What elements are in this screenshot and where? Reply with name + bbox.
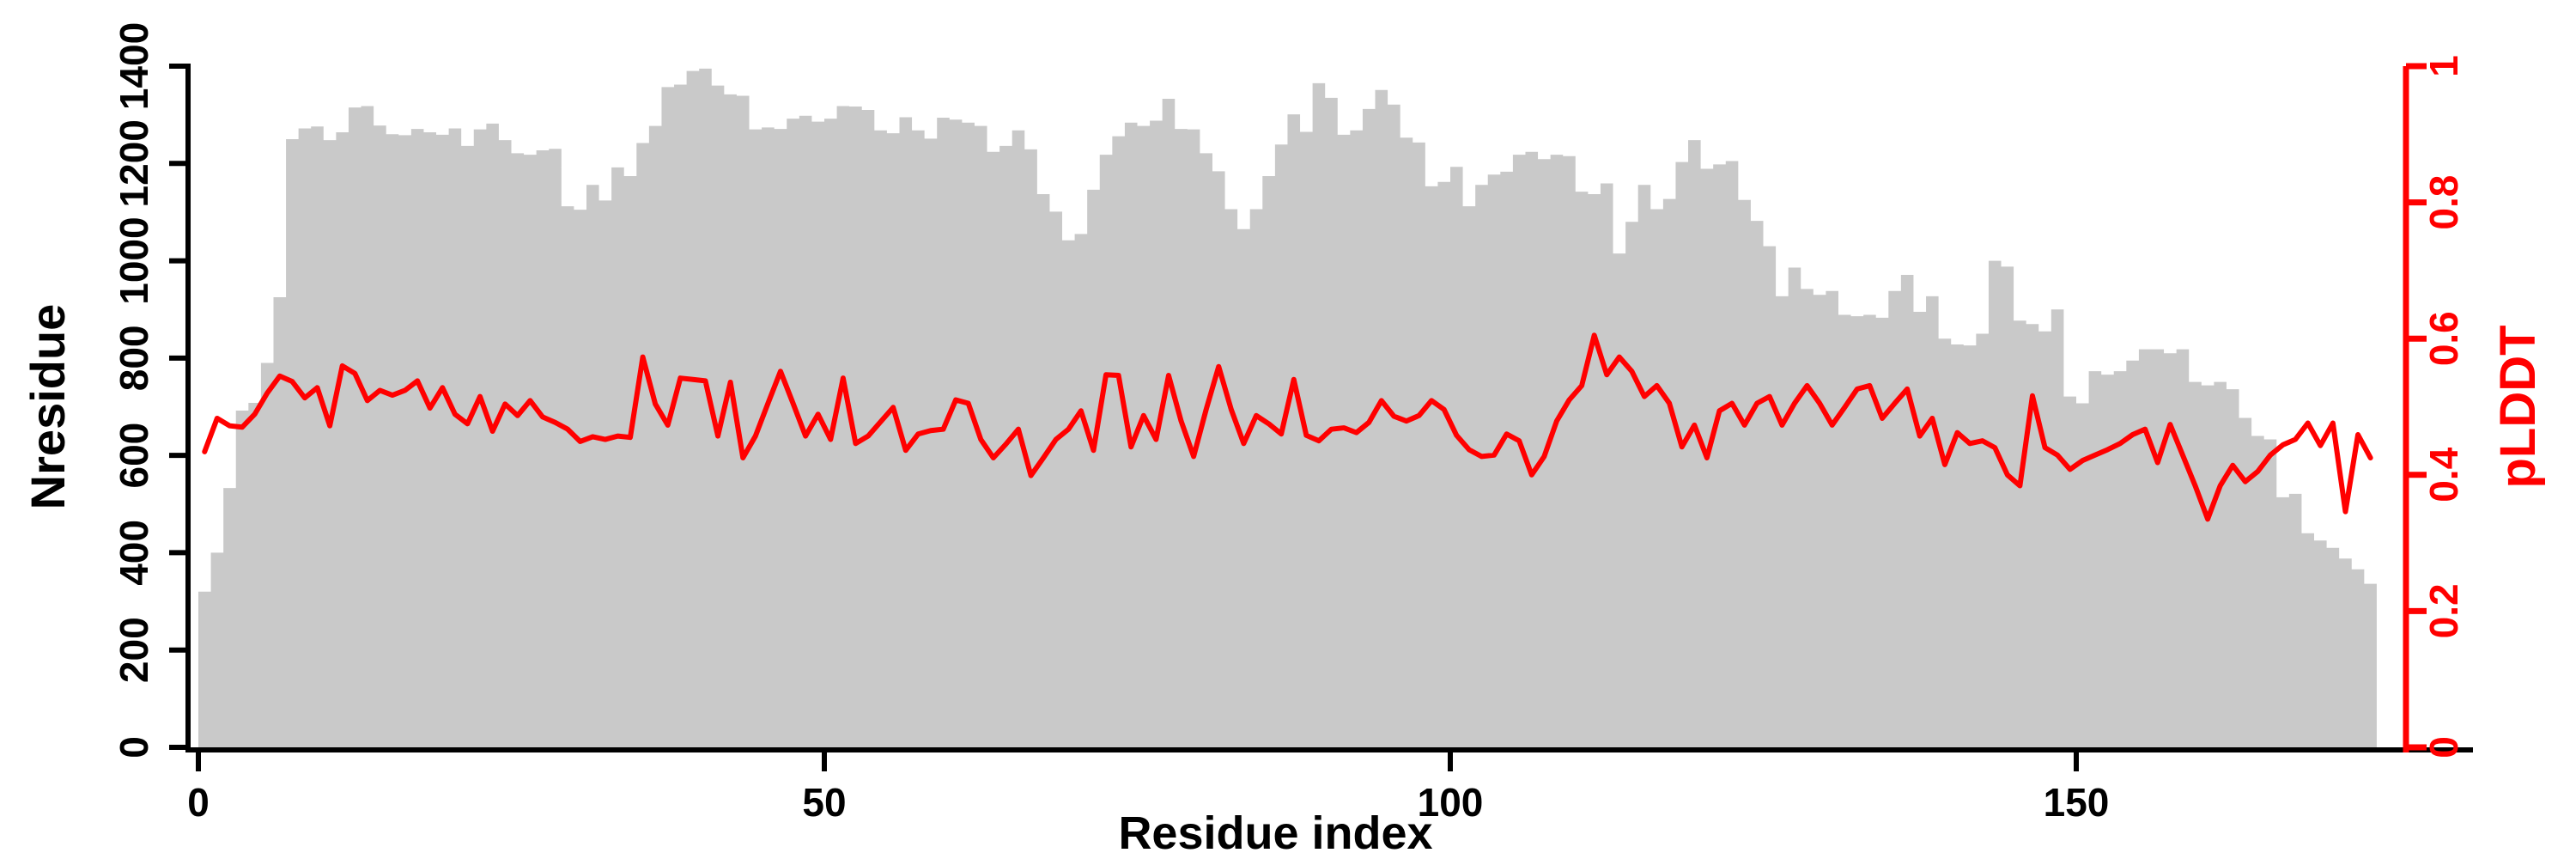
axis-labels: 0 50 100 150 Residue index 0 200 400 600 800 1000 1…	[21, 22, 2546, 859]
y-right-tick-label: 0.6	[2421, 311, 2466, 366]
x-tick-label: 100	[1418, 780, 1484, 825]
plddt-line-series	[202, 332, 2373, 522]
y-left-tick-label: 600	[112, 423, 156, 489]
y-left-tick-label: 1400	[112, 22, 156, 110]
plddt-line	[202, 332, 2373, 522]
x-axis-title: Residue index	[1118, 807, 1432, 859]
y-left-tick-label: 1200	[112, 119, 156, 207]
y-left-tick-label: 0	[112, 736, 156, 758]
y-right-tick-label: 0.2	[2421, 583, 2466, 638]
y-left-tick-label: 200	[112, 617, 156, 683]
y-left-axis-title: Nresidue	[21, 304, 75, 510]
axes	[169, 63, 2473, 771]
y-right-axis-title: pLDDT	[2490, 325, 2546, 488]
y-right-tick-label: 0	[2421, 736, 2466, 758]
y-left-tick-label: 800	[112, 325, 156, 391]
y-left-tick-label: 1000	[112, 216, 156, 304]
y-right-tick-label: 0.8	[2421, 175, 2466, 230]
x-tick-label: 0	[187, 780, 210, 825]
y-right-tick-label: 0.4	[2421, 447, 2466, 502]
x-tick-label: 150	[2044, 780, 2110, 825]
y-left-tick-label: 400	[112, 520, 156, 586]
x-tick-label: 50	[802, 780, 846, 825]
y-right-tick-label: 1	[2421, 55, 2466, 77]
